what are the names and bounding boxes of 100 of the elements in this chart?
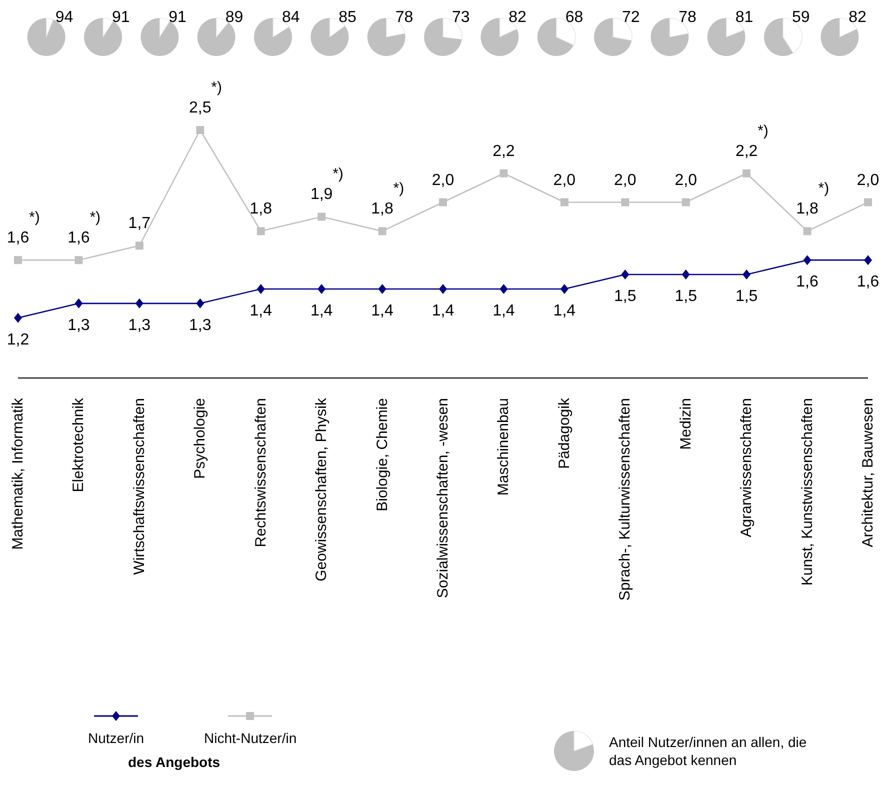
point <box>742 169 751 178</box>
data-label: 68 <box>565 9 584 26</box>
data-label: 1,6 <box>796 274 819 291</box>
point <box>621 198 630 206</box>
data-label: 1,4 <box>371 302 394 320</box>
annotation: *) <box>818 180 830 198</box>
point <box>439 284 447 294</box>
data-label: 1,3 <box>68 316 90 334</box>
x-tick-label: Sprach-, Kulturwissenschaften <box>616 398 634 601</box>
data-label: 1,4 <box>310 302 333 320</box>
legend-label: Nutzer/in <box>88 730 144 746</box>
point <box>318 212 326 221</box>
data-label: 1,6 <box>6 230 30 247</box>
data-label: 1,8 <box>371 200 394 218</box>
data-label: 1,4 <box>492 302 515 320</box>
data-label: 1,5 <box>674 288 698 306</box>
x-tick-label: Rechtswissenschaften <box>252 398 270 548</box>
point <box>74 256 83 264</box>
data-label: 2,0 <box>856 172 880 189</box>
point <box>803 227 812 236</box>
point <box>864 198 872 206</box>
point <box>378 227 386 236</box>
data-label: 82 <box>508 9 527 26</box>
data-label: 78 <box>395 9 414 26</box>
point <box>439 198 447 206</box>
legend-title: des Angebots <box>128 754 220 770</box>
data-label: 1,5 <box>614 288 636 306</box>
data-label: 1,4 <box>553 302 576 320</box>
data-label: 84 <box>282 9 300 26</box>
data-label: 1,9 <box>310 186 333 204</box>
point <box>318 284 326 294</box>
data-label: 1,6 <box>856 274 880 291</box>
point <box>682 198 690 206</box>
x-tick-label: Agrarwissenschaften <box>738 398 756 538</box>
point <box>196 126 204 134</box>
point <box>135 242 144 250</box>
data-label: 94 <box>55 9 74 26</box>
point <box>500 284 508 294</box>
point <box>803 255 812 266</box>
annotation: *) <box>29 209 40 226</box>
x-tick-label: Biologie, Chemie <box>374 398 391 512</box>
x-tick-label: Elektrotechnik <box>70 398 88 492</box>
data-label: 89 <box>225 9 244 26</box>
data-label: 2,0 <box>674 172 698 189</box>
x-tick-label: Psychologie <box>192 398 209 479</box>
data-label: 1,8 <box>250 200 272 218</box>
point <box>742 270 751 280</box>
data-label: 78 <box>678 9 697 26</box>
x-tick-label: Pädagogik <box>556 398 573 469</box>
point <box>560 284 568 294</box>
data-label: 2,5 <box>189 100 212 116</box>
x-tick-label: Sozialwissenschaften, -wesen <box>434 398 452 598</box>
point <box>14 256 22 264</box>
data-label: 1,4 <box>250 302 272 320</box>
data-label: 81 <box>735 9 754 26</box>
legend-label: Nicht-Nutzer/in <box>204 730 297 746</box>
data-label: 1,6 <box>68 230 90 247</box>
data-label: 2,2 <box>735 142 758 160</box>
point <box>256 284 265 294</box>
point <box>864 255 872 266</box>
point <box>621 270 630 280</box>
data-label: 1,4 <box>432 302 454 320</box>
x-tick-label: Architektur, Bauwesen <box>860 398 876 548</box>
data-label: 73 <box>452 9 470 26</box>
data-label: 1,5 <box>735 288 758 306</box>
x-tick-label: Wirtschaftswissenschaften <box>130 398 148 575</box>
x-tick-label: Kunst, Kunstwissenschaften <box>798 398 816 586</box>
data-label: 91 <box>168 9 187 26</box>
point <box>560 198 568 206</box>
annotation: *) <box>758 122 768 140</box>
data-label: 2,0 <box>553 172 576 189</box>
data-label: 2,0 <box>614 172 636 189</box>
data-label: 72 <box>622 9 640 26</box>
data-label: 2,0 <box>432 172 454 189</box>
data-label: 2,2 <box>492 142 515 160</box>
data-label: 59 <box>792 9 810 26</box>
annotation: *) <box>393 180 404 198</box>
point <box>500 169 508 178</box>
point <box>682 270 690 280</box>
data-label: 1,3 <box>189 316 212 334</box>
point <box>14 312 22 323</box>
data-label: 91 <box>112 9 130 26</box>
data-label: 85 <box>338 9 357 26</box>
annotation: *) <box>211 79 222 96</box>
data-label: 1,7 <box>128 215 151 232</box>
point <box>196 298 204 308</box>
data-label: 1,3 <box>128 316 151 334</box>
point <box>256 227 265 236</box>
x-tick-label: Mathematik, Informatik <box>10 398 26 550</box>
annotation: *) <box>90 209 101 226</box>
data-label: 1,8 <box>796 200 819 218</box>
data-label: 1,2 <box>6 331 30 348</box>
x-tick-label: Maschinenbau <box>495 398 512 496</box>
x-tick-label: Medizin <box>677 398 694 450</box>
point <box>74 298 83 308</box>
text: Anteil Nutzer/innen an allen, die das Angebot kennen <box>609 733 808 769</box>
point <box>378 284 386 294</box>
data-label: 82 <box>848 9 867 26</box>
point <box>135 298 144 308</box>
annotation: *) <box>332 166 344 183</box>
